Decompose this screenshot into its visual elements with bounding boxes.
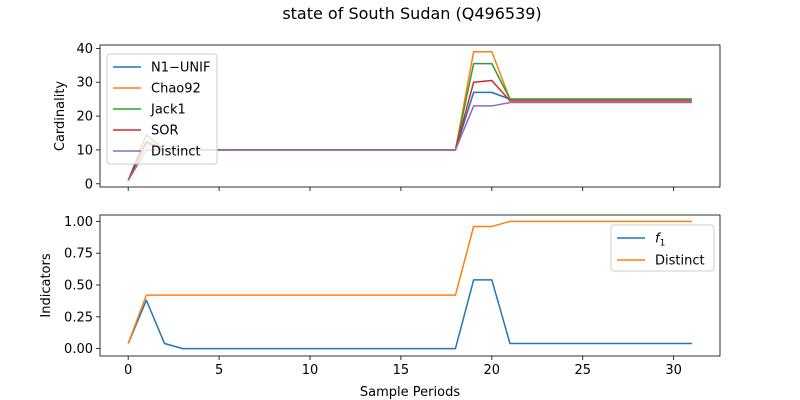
legend: f1 Distinct: [610, 224, 715, 272]
x-tick-label: 20: [484, 363, 501, 378]
legend-entry-label: f1: [655, 232, 665, 249]
series-line-f-1: [127, 279, 692, 350]
x-axis-label: Sample Periods: [360, 385, 460, 400]
y-tick-label: 0.00: [64, 342, 93, 357]
y-tick-label: 30: [76, 76, 93, 91]
bottom-axes: 0 5 10 15 20 25 30 0.00 0.25 0.50 0.75 1.00 Indicato…: [39, 214, 721, 400]
x-tick-label: 5: [215, 363, 223, 378]
x-tick-label: 0: [124, 363, 132, 378]
top-axes: 0 10 20 30 40 Cardinality N1−UNIF Chao92 Jack1 SO…: [53, 42, 721, 192]
series-line-Distinct-0: [127, 101, 692, 181]
y-tick-label: 1.00: [64, 215, 93, 230]
x-tick-label: 15: [393, 363, 410, 378]
x-tick-label: 10: [302, 363, 319, 378]
y-tick-label: 0: [85, 177, 93, 192]
y-tick-label: 40: [76, 42, 93, 57]
legend-entry-label: Jack1: [150, 103, 186, 118]
legend-entry-label: Distinct: [151, 145, 201, 160]
legend-entry-label: N1−UNIF: [151, 61, 210, 76]
series-line-Distinct-1: [127, 220, 692, 344]
y-tick-label: 0.75: [64, 247, 93, 262]
y-tick-label: 0.25: [64, 310, 93, 325]
legend-entry-label: Chao92: [151, 82, 201, 97]
y-axis-label: Cardinality: [53, 81, 68, 152]
x-tick-label: 25: [574, 363, 591, 378]
legend-entry-label: Distinct: [655, 254, 705, 269]
y-tick-label: 10: [76, 143, 93, 158]
x-tick-label: 30: [665, 363, 682, 378]
figure-title: state of South Sudan (Q496539): [282, 4, 541, 23]
legend-entry-label: SOR: [151, 124, 179, 139]
legend-box: [106, 53, 218, 165]
y-axis-label: Indicators: [39, 253, 54, 317]
legend: N1−UNIF Chao92 Jack1 SOR Distinct: [106, 53, 218, 165]
y-tick-label: 0.50: [64, 278, 93, 293]
y-tick-label: 20: [76, 110, 93, 125]
axes-frame: [99, 214, 721, 357]
